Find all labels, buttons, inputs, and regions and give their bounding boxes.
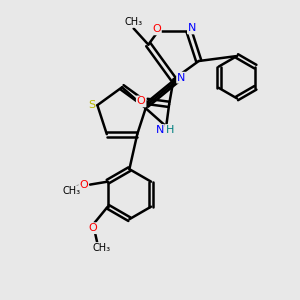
Text: N: N: [188, 23, 196, 33]
Text: H: H: [166, 125, 174, 135]
Text: CH₃: CH₃: [124, 17, 143, 27]
Text: O: O: [88, 223, 98, 233]
Text: S: S: [88, 100, 95, 110]
Text: N: N: [177, 73, 185, 83]
Text: O: O: [152, 24, 161, 34]
Text: CH₃: CH₃: [93, 243, 111, 253]
Text: N: N: [155, 125, 164, 135]
Text: O: O: [137, 96, 146, 106]
Text: O: O: [79, 180, 88, 190]
Text: CH₃: CH₃: [62, 186, 81, 196]
